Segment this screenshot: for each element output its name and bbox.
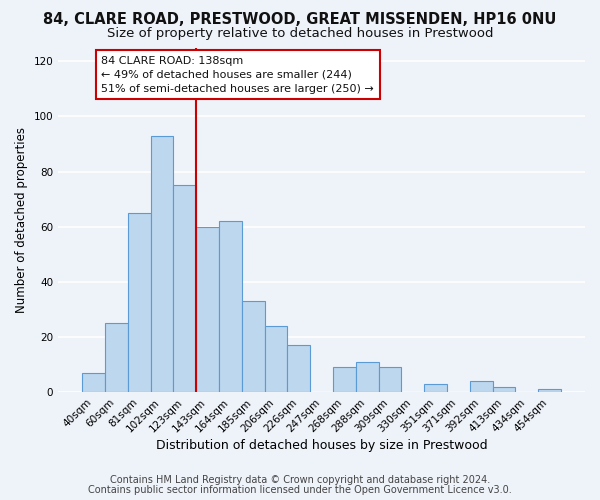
Bar <box>424 384 447 392</box>
Bar <box>538 390 561 392</box>
Bar <box>333 368 356 392</box>
Text: Contains HM Land Registry data © Crown copyright and database right 2024.: Contains HM Land Registry data © Crown c… <box>110 475 490 485</box>
Bar <box>128 213 151 392</box>
Bar <box>151 136 173 392</box>
X-axis label: Distribution of detached houses by size in Prestwood: Distribution of detached houses by size … <box>156 440 487 452</box>
Y-axis label: Number of detached properties: Number of detached properties <box>15 127 28 313</box>
Text: Size of property relative to detached houses in Prestwood: Size of property relative to detached ho… <box>107 28 493 40</box>
Bar <box>493 386 515 392</box>
Bar <box>265 326 287 392</box>
Bar <box>173 186 196 392</box>
Bar <box>379 368 401 392</box>
Text: Contains public sector information licensed under the Open Government Licence v3: Contains public sector information licen… <box>88 485 512 495</box>
Text: 84, CLARE ROAD, PRESTWOOD, GREAT MISSENDEN, HP16 0NU: 84, CLARE ROAD, PRESTWOOD, GREAT MISSEND… <box>43 12 557 28</box>
Bar <box>356 362 379 392</box>
Bar <box>219 221 242 392</box>
Bar <box>470 381 493 392</box>
Bar <box>82 373 105 392</box>
Bar <box>242 301 265 392</box>
Bar <box>105 324 128 392</box>
Bar <box>196 227 219 392</box>
Bar <box>287 346 310 392</box>
Text: 84 CLARE ROAD: 138sqm
← 49% of detached houses are smaller (244)
51% of semi-det: 84 CLARE ROAD: 138sqm ← 49% of detached … <box>101 56 374 94</box>
